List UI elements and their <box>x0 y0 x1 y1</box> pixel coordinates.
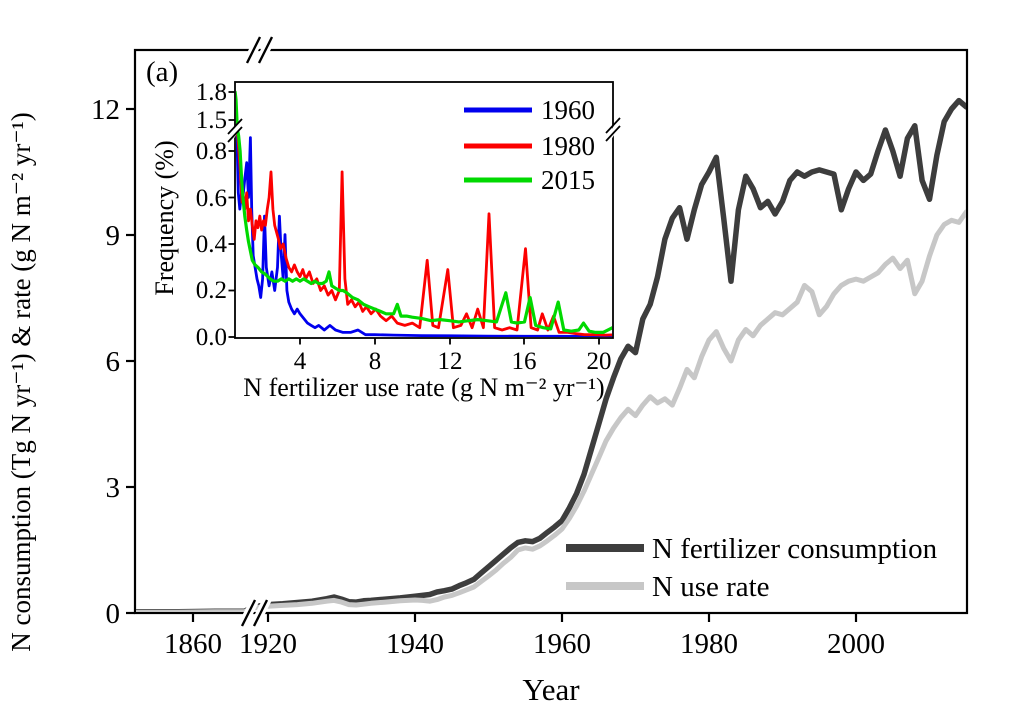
series-consumption-line <box>136 97 966 612</box>
inset-y-axis-ticks <box>228 91 235 338</box>
inset-y-tick-0.6: 0.6 <box>196 185 227 212</box>
legend-label-consumption: N fertilizer consumption <box>652 533 938 565</box>
inset-legend-label-2015: 2015 <box>541 165 595 195</box>
main-y-tick-0: 0 <box>106 598 121 630</box>
main-y-axis-title: N consumption (Tg N yr⁻¹) & rate (g N m⁻… <box>6 112 36 651</box>
series-use-rate-line <box>136 209 966 612</box>
inset-y-axis-title: Frequency (%) <box>150 140 179 295</box>
main-x-tick-2000: 2000 <box>827 628 885 660</box>
inset-y-tick-1.8: 1.8 <box>196 79 227 106</box>
inset-series-group <box>236 90 612 337</box>
x-axis-break-top <box>242 32 277 68</box>
inset-legend-label-1980: 1980 <box>541 131 595 161</box>
inset-y-tick-0.4: 0.4 <box>196 231 228 258</box>
inset-x-tick-12: 12 <box>438 348 463 375</box>
inset-x-tick-20: 20 <box>587 348 612 375</box>
x-axis-break-bottom <box>237 595 272 631</box>
inset-series-2015-line <box>236 90 612 334</box>
inset-y-axis-break-left <box>227 118 243 143</box>
inset-legend: 1960 1980 2015 <box>464 95 595 195</box>
inset-x-tick-8: 8 <box>369 348 382 375</box>
legend-label-use-rate: N use rate <box>652 571 770 603</box>
panel-label: (a) <box>146 56 178 88</box>
main-y-axis-ticks <box>126 107 135 615</box>
main-x-axis-ticks <box>191 613 858 622</box>
main-y-tick-12: 12 <box>91 94 120 126</box>
main-x-tick-1860: 1860 <box>164 628 222 660</box>
inset-x-axis-ticks <box>299 338 600 345</box>
main-y-tick-9: 9 <box>106 220 121 252</box>
main-y-tick-3: 3 <box>106 472 121 504</box>
main-legend: N fertilizer consumption N use rate <box>566 533 938 603</box>
inset-y-tick-0.8: 0.8 <box>196 138 227 165</box>
inset-x-tick-4: 4 <box>294 348 307 375</box>
inset-y-tick-0.2: 0.2 <box>196 277 227 304</box>
inset-x-axis-title: N fertilizer use rate (g N m⁻² yr⁻¹) <box>243 373 604 402</box>
main-series-group <box>136 97 966 612</box>
main-y-tick-6: 6 <box>106 346 121 378</box>
inset-x-tick-16: 16 <box>512 348 537 375</box>
main-x-tick-1940: 1940 <box>386 628 444 660</box>
inset-y-axis-break-right <box>605 117 621 143</box>
main-x-tick-1960: 1960 <box>533 628 591 660</box>
main-x-tick-1920: 1920 <box>239 628 297 660</box>
main-plot-frame <box>133 48 969 615</box>
inset-series-1980-line <box>236 114 612 337</box>
inset-y-tick-1.5: 1.5 <box>196 107 227 134</box>
main-x-axis-title: Year <box>522 672 580 707</box>
main-x-tick-1980: 1980 <box>680 628 738 660</box>
inset-legend-label-1960: 1960 <box>541 95 595 125</box>
inset-plot-frame <box>234 81 614 339</box>
inset-y-tick-0.0: 0.0 <box>196 324 227 351</box>
